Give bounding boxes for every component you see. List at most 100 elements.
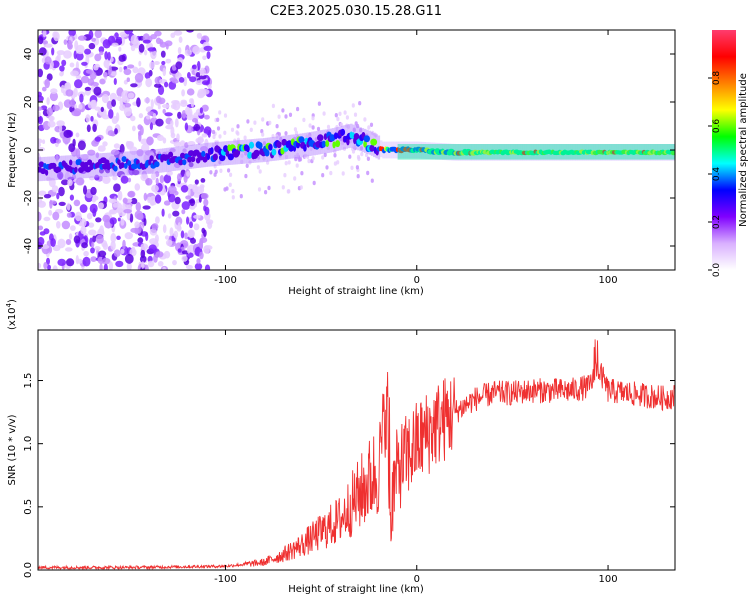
noise-blob (203, 45, 213, 52)
noise-blob (99, 51, 104, 56)
noise-blob (334, 113, 338, 118)
ridge-blob (149, 155, 154, 162)
noise-blob (178, 36, 183, 43)
ridge-blob (121, 156, 127, 163)
noise-blob (186, 252, 194, 258)
noise-blob (152, 113, 157, 119)
noise-blob (180, 101, 188, 107)
noise-blob (70, 70, 79, 77)
noise-blob (98, 46, 105, 53)
noise-blob (162, 67, 167, 77)
noise-blob (186, 171, 191, 177)
ridge-blob (218, 154, 226, 162)
noise-blob (155, 251, 164, 258)
noise-blob (52, 211, 60, 221)
ridge-blob (127, 160, 132, 167)
noise-blob (90, 186, 97, 196)
noise-blob (113, 143, 120, 149)
noise-blob (63, 129, 72, 138)
noise-blob (246, 119, 250, 124)
noise-blob (39, 231, 46, 236)
noise-blob (299, 185, 303, 190)
noise-blob (84, 48, 91, 55)
noise-blob (59, 65, 65, 72)
noise-blob (75, 255, 79, 265)
noise-blob (153, 61, 160, 65)
noise-blob (67, 179, 73, 187)
noise-blob (95, 234, 104, 244)
noise-blob (176, 133, 180, 141)
noise-blob (108, 65, 112, 75)
noise-blob (79, 218, 87, 228)
noise-blob (123, 102, 132, 108)
noise-blob (268, 120, 272, 126)
ridge-blob (317, 134, 324, 142)
noise-blob (150, 99, 154, 109)
noise-blob (170, 132, 176, 139)
ridge-blob (295, 141, 301, 149)
noise-blob (75, 132, 80, 138)
noise-blob (102, 176, 111, 184)
noise-blob (338, 111, 342, 117)
noise-blob (178, 77, 185, 83)
noise-blob (258, 169, 262, 174)
ridge-halo (74, 154, 78, 179)
noise-blob (57, 258, 66, 266)
noise-blob (151, 223, 159, 231)
ridge-blob (370, 138, 378, 146)
noise-blob (322, 111, 326, 116)
noise-blob (44, 43, 53, 48)
noise-blob (69, 62, 75, 68)
heatmap-y-tick-label: -40 (23, 238, 34, 254)
noise-blob (123, 209, 132, 214)
noise-blob (127, 191, 135, 198)
noise-blob (100, 106, 105, 112)
ridge-blob (321, 140, 326, 148)
noise-blob (51, 185, 59, 193)
ridge-blob (117, 159, 121, 166)
noise-blob (124, 253, 134, 264)
ridge-blob (55, 166, 62, 173)
noise-blob (42, 86, 47, 92)
colorbar-tick-label: 0.6 (712, 119, 722, 134)
noise-blob (48, 115, 55, 122)
noise-blob (58, 201, 66, 206)
noise-blob (172, 210, 180, 217)
noise-blob (370, 178, 374, 183)
noise-blob (107, 51, 111, 61)
noise-blob (219, 168, 223, 173)
ridge-blob (120, 162, 125, 169)
noise-blob (185, 264, 193, 270)
noise-blob (201, 104, 209, 112)
noise-blob (195, 199, 200, 204)
noise-blob (60, 84, 65, 94)
noise-blob (79, 93, 84, 103)
noise-blob (81, 61, 88, 66)
noise-blob (117, 217, 121, 222)
noise-blob (148, 244, 157, 253)
noise-blob (350, 165, 354, 170)
noise-blob (351, 149, 356, 154)
noise-blob (130, 197, 138, 205)
ridge-blob (87, 159, 93, 166)
noise-blob (223, 187, 227, 192)
noise-blob (199, 67, 206, 77)
colorbar-ticks: 0.0 0.2 0.4 0.6 0.8 (708, 71, 722, 277)
noise-blob (51, 47, 55, 56)
noise-blob (66, 258, 75, 267)
noise-blob (323, 152, 327, 158)
noise-blob (261, 132, 265, 137)
ridge-blob (104, 159, 110, 166)
noise-blob (163, 200, 171, 206)
noise-blob (61, 179, 69, 186)
noise-blob (158, 97, 166, 105)
noise-blob (85, 114, 91, 123)
noise-blob (140, 243, 149, 251)
noise-blob (354, 121, 358, 126)
noise-blob (186, 88, 195, 96)
noise-blob (91, 37, 96, 42)
heatmap-panel: -100 0 100 40 20 0 -20 -40 Height of straight l… (7, 29, 676, 297)
noise-blob (124, 30, 133, 35)
ridge-halo (141, 150, 144, 175)
noise-blob (38, 68, 43, 78)
